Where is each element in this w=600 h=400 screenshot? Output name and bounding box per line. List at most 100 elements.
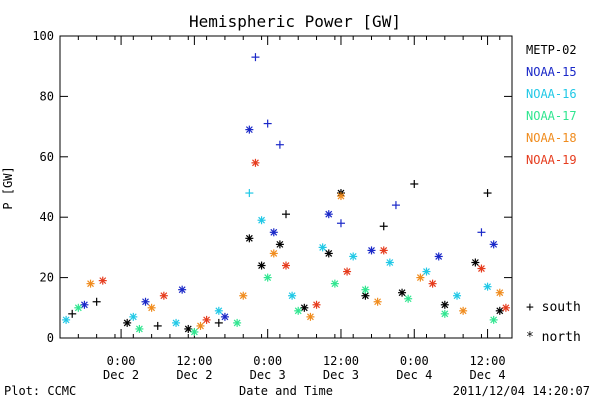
north-point — [367, 246, 376, 255]
x-tick-label-date: Dec 3 — [250, 368, 286, 382]
north-point — [147, 303, 156, 312]
north-point — [349, 252, 358, 261]
south-point — [214, 318, 223, 327]
footer-timestamp: 2011/12/04 14:20:07 — [453, 384, 590, 398]
south-point — [410, 179, 419, 188]
north-point — [404, 294, 413, 303]
north-point — [220, 312, 229, 321]
north-point — [141, 297, 150, 306]
y-tick-label: 80 — [40, 89, 54, 103]
north-point — [324, 249, 333, 258]
north-point — [263, 273, 272, 282]
south-point — [379, 222, 388, 231]
x-tick-label-date: Dec 2 — [176, 368, 212, 382]
legend-entry: NOAA-17 — [526, 109, 577, 123]
legend-entry: NOAA-19 — [526, 153, 577, 167]
north-point — [343, 267, 352, 276]
y-tick-label: 100 — [32, 29, 54, 43]
north-point — [251, 158, 260, 167]
marker-legend: + south * north — [526, 300, 581, 345]
north-point — [385, 258, 394, 267]
x-tick-label-time: 0:00 — [400, 354, 429, 368]
x-tick-label-date: Dec 2 — [103, 368, 139, 382]
x-tick-label-time: 12:00 — [176, 354, 212, 368]
north-point — [483, 282, 492, 291]
north-point — [477, 264, 486, 273]
y-tick-label: 40 — [40, 210, 54, 224]
north-point — [257, 216, 266, 225]
south-point — [68, 309, 77, 318]
north-point — [172, 318, 181, 327]
north-point — [135, 324, 144, 333]
legend-entry: NOAA-15 — [526, 65, 577, 79]
north-point — [202, 315, 211, 324]
north-point — [214, 306, 223, 315]
legend-entry: METP-02 — [526, 43, 577, 57]
north-point — [489, 240, 498, 249]
north-point — [318, 243, 327, 252]
north-point — [306, 312, 315, 321]
north-point — [422, 267, 431, 276]
y-axis-label: P [GW] — [1, 166, 15, 209]
north-point — [398, 288, 407, 297]
north-point — [495, 306, 504, 315]
marker-legend-entry: + south — [526, 300, 581, 315]
series-legend: METP-02 NOAA-15 NOAA-16 NOAA-17 NOAA-18 NOAA-… — [526, 43, 577, 167]
north-point — [300, 303, 309, 312]
north-point — [330, 279, 339, 288]
x-axis-label: Date and Time — [239, 384, 333, 398]
south-point — [251, 53, 260, 62]
y-tick-label: 0 — [47, 331, 54, 345]
y-tick-label: 60 — [40, 150, 54, 164]
north-point — [282, 261, 290, 270]
north-point — [336, 192, 345, 201]
north-point — [74, 303, 83, 312]
x-tick-label-time: 0:00 — [107, 354, 136, 368]
y-tick-label: 20 — [40, 271, 54, 285]
north-point — [123, 318, 132, 327]
north-point — [416, 273, 425, 282]
north-point — [86, 279, 95, 288]
south-point — [92, 297, 101, 306]
north-point — [324, 210, 333, 219]
marker-legend-entry: * north — [526, 330, 581, 345]
north-point — [428, 279, 437, 288]
south-point — [391, 201, 400, 210]
x-tick-label-time: 0:00 — [253, 354, 282, 368]
north-point — [459, 306, 468, 315]
north-point — [275, 240, 284, 249]
x-tick-label-time: 12:00 — [470, 354, 506, 368]
north-point — [159, 291, 168, 300]
north-point — [269, 228, 278, 237]
north-point — [98, 276, 107, 285]
south-point — [263, 119, 272, 128]
north-point — [471, 258, 480, 267]
x-tick-label-date: Dec 4 — [396, 368, 432, 382]
north-point — [453, 291, 462, 300]
x-tick-label-date: Dec 3 — [323, 368, 359, 382]
north-point — [269, 249, 278, 258]
south-point — [245, 189, 254, 198]
x-tick-label-date: Dec 4 — [470, 368, 506, 382]
north-point — [373, 297, 382, 306]
plot-area — [59, 35, 513, 339]
north-point — [312, 300, 321, 309]
south-point — [477, 228, 486, 237]
north-point — [257, 261, 266, 270]
legend-entry: NOAA-16 — [526, 87, 577, 101]
north-point — [233, 318, 242, 327]
chart-title: Hemispheric Power [GW] — [189, 12, 401, 31]
north-point — [288, 291, 297, 300]
north-point — [379, 246, 388, 255]
y-axis: 0 20 40 60 80 100 — [32, 29, 512, 345]
north-point — [196, 321, 205, 330]
x-tick-label-time: 12:00 — [323, 354, 359, 368]
north-point — [489, 315, 498, 324]
south-point — [336, 219, 345, 228]
north-point — [434, 252, 443, 261]
north-point — [501, 303, 510, 312]
north-point — [245, 125, 254, 134]
north-point — [178, 285, 187, 294]
